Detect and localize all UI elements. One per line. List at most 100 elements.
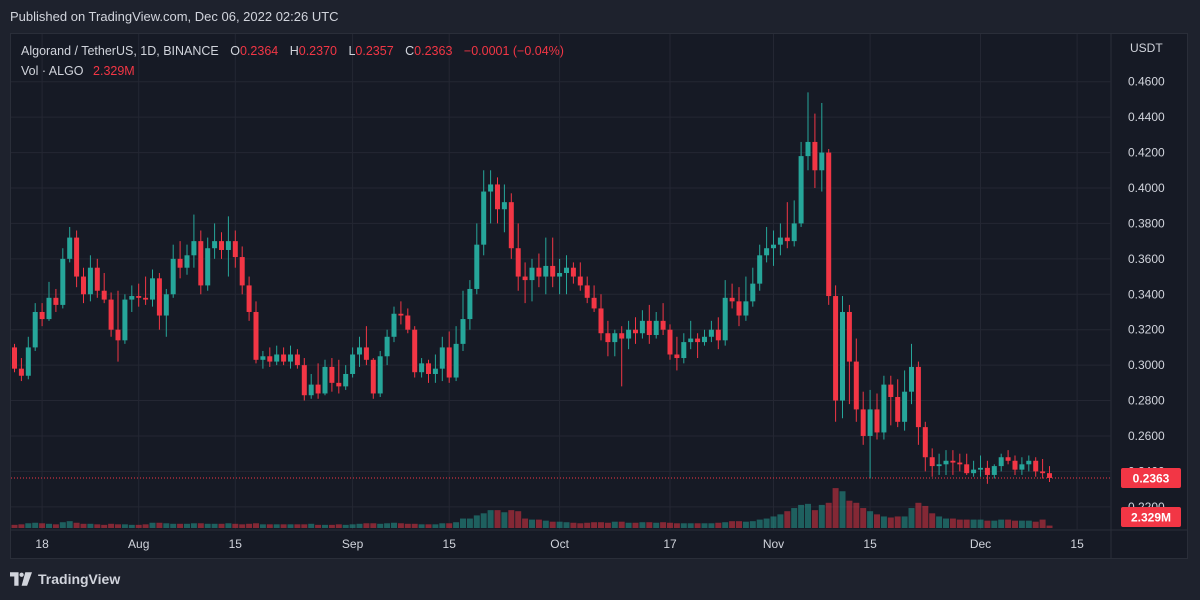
candle-body[interactable]	[267, 356, 273, 362]
candle-body[interactable]	[136, 296, 142, 298]
candle-body[interactable]	[984, 467, 990, 475]
candle-body[interactable]	[1005, 457, 1011, 461]
candle-body[interactable]	[577, 276, 583, 286]
candle-body[interactable]	[150, 278, 155, 300]
candle-body[interactable]	[488, 184, 494, 192]
candle-body[interactable]	[191, 241, 197, 256]
candle-body[interactable]	[909, 366, 914, 392]
candle-body[interactable]	[60, 258, 66, 305]
candle-body[interactable]	[163, 294, 169, 316]
candle-body[interactable]	[170, 258, 176, 295]
candle-body[interactable]	[978, 467, 983, 470]
candle-body[interactable]	[888, 384, 894, 398]
candle-body[interactable]	[784, 237, 790, 242]
candle-body[interactable]	[805, 141, 811, 157]
candle-body[interactable]	[481, 191, 487, 245]
candle-body[interactable]	[619, 333, 625, 339]
candle-body[interactable]	[53, 297, 59, 305]
candle-body[interactable]	[812, 141, 818, 171]
candle-body[interactable]	[308, 384, 314, 396]
candle-body[interactable]	[232, 241, 238, 258]
candle-body[interactable]	[929, 457, 935, 467]
candle-body[interactable]	[343, 373, 349, 387]
candle-body[interactable]	[288, 354, 293, 362]
candle-body[interactable]	[515, 248, 521, 277]
candle-body[interactable]	[198, 241, 204, 286]
candle-body[interactable]	[108, 299, 114, 330]
candle-body[interactable]	[225, 241, 231, 250]
candle-body[interactable]	[564, 267, 569, 274]
candle-body[interactable]	[253, 311, 259, 360]
candle-body[interactable]	[370, 359, 376, 394]
candle-body[interactable]	[522, 276, 528, 281]
candle-body[interactable]	[653, 320, 659, 336]
candle-body[interactable]	[301, 365, 307, 396]
chart-panel[interactable]: 0.4600 0.4400 0.4200 0.4000 0.3800 0.3600 0.34…	[10, 33, 1188, 559]
candle-body[interactable]	[646, 320, 652, 336]
candle-body[interactable]	[32, 311, 38, 348]
candle-body[interactable]	[660, 320, 666, 330]
candle-body[interactable]	[357, 347, 362, 355]
candle-body[interactable]	[833, 296, 839, 401]
candle-body[interactable]	[329, 366, 335, 383]
candle-body[interactable]	[315, 384, 321, 394]
candle-body[interactable]	[605, 333, 611, 343]
candle-body[interactable]	[25, 347, 31, 376]
candle-body[interactable]	[550, 265, 556, 277]
candle-body[interactable]	[846, 311, 852, 362]
candle-body[interactable]	[695, 338, 701, 343]
candle-body[interactable]	[260, 356, 266, 360]
candle-body[interactable]	[936, 464, 942, 467]
candle-body[interactable]	[591, 297, 597, 309]
candle-body[interactable]	[819, 152, 825, 171]
candle-body[interactable]	[750, 283, 756, 302]
candle-body[interactable]	[729, 297, 735, 302]
candle-body[interactable]	[87, 267, 93, 295]
candle-body[interactable]	[853, 361, 859, 410]
candle-body[interactable]	[350, 354, 356, 374]
candle-body[interactable]	[94, 267, 100, 291]
candle-body[interactable]	[419, 363, 425, 373]
candle-body[interactable]	[950, 460, 956, 463]
candle-body[interactable]	[543, 265, 549, 277]
candle-body[interactable]	[1040, 471, 1046, 474]
price-chart[interactable]: 0.4600 0.4400 0.4200 0.4000 0.3800 0.3600 0.34…	[11, 34, 1188, 559]
candle-body[interactable]	[412, 329, 418, 373]
candle-body[interactable]	[860, 409, 866, 436]
candle-body[interactable]	[674, 354, 680, 359]
candle-body[interactable]	[274, 354, 280, 362]
candle-body[interactable]	[205, 248, 211, 286]
candle-body[interactable]	[453, 343, 459, 378]
candle-body[interactable]	[391, 313, 397, 337]
candle-body[interactable]	[708, 329, 714, 337]
candle-body[interactable]	[74, 237, 80, 277]
candle-body[interactable]	[991, 466, 997, 475]
candle-body[interactable]	[598, 308, 604, 334]
candle-body[interactable]	[895, 397, 901, 422]
candle-body[interactable]	[584, 285, 590, 298]
candle-body[interactable]	[536, 267, 542, 277]
candle-body[interactable]	[874, 409, 880, 433]
candle-body[interactable]	[881, 384, 887, 433]
candle-body[interactable]	[336, 382, 342, 387]
candle-body[interactable]	[626, 329, 632, 339]
candle-body[interactable]	[184, 255, 190, 268]
candle-body[interactable]	[957, 462, 963, 465]
candle-body[interactable]	[281, 354, 287, 362]
candle-body[interactable]	[826, 152, 832, 297]
candle-body[interactable]	[777, 237, 783, 245]
candle-body[interactable]	[426, 363, 431, 374]
candle-body[interactable]	[239, 257, 245, 286]
candle-body[interactable]	[570, 267, 576, 277]
candle-body[interactable]	[122, 299, 128, 341]
candle-body[interactable]	[612, 333, 618, 343]
candle-body[interactable]	[156, 278, 162, 316]
candle-body[interactable]	[405, 315, 411, 330]
candle-body[interactable]	[467, 288, 473, 320]
candle-body[interactable]	[998, 457, 1004, 467]
candle-body[interactable]	[791, 223, 797, 242]
candle-body[interactable]	[177, 258, 183, 268]
candle-body[interactable]	[101, 290, 107, 300]
symbol-label[interactable]: Algorand / TetherUS, 1D, BINANCE	[21, 44, 219, 58]
candle-body[interactable]	[12, 347, 17, 369]
